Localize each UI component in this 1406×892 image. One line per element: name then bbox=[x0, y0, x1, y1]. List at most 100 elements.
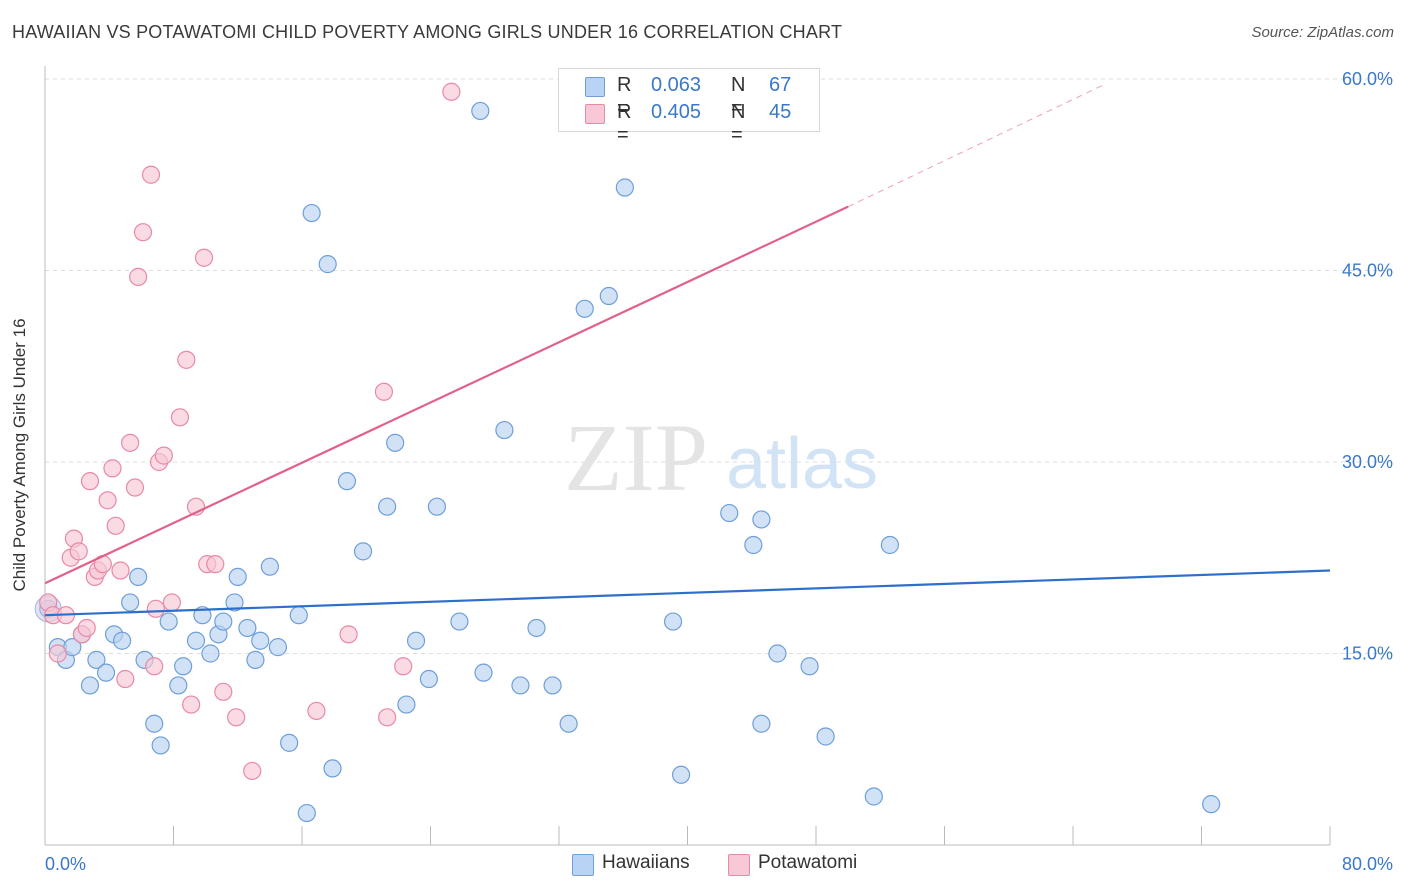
y-tick-label: 30.0% bbox=[1342, 452, 1393, 472]
watermark-zip: ZIP bbox=[564, 404, 708, 511]
potawatomi-legend-swatch bbox=[728, 854, 750, 876]
hawaiians-point bbox=[599, 286, 618, 306]
potawatomi-point bbox=[69, 542, 88, 561]
potawatomi-point bbox=[177, 350, 196, 369]
potawatomi-point bbox=[394, 657, 413, 676]
r-label: R = bbox=[617, 101, 632, 146]
hawaiians-point bbox=[752, 510, 771, 529]
watermark: ZIP atlas bbox=[564, 404, 878, 511]
potawatomi-point bbox=[121, 433, 140, 452]
hawaiians-point bbox=[145, 714, 164, 733]
hawaiians-point bbox=[744, 535, 763, 555]
potawatomi-point bbox=[48, 644, 67, 663]
hawaiians-point bbox=[419, 669, 438, 689]
hawaiians-swatch bbox=[585, 77, 605, 97]
hawaiians-point bbox=[214, 612, 233, 631]
x-tick-label: 80.0% bbox=[1342, 854, 1393, 874]
potawatomi-point bbox=[98, 491, 117, 510]
hawaiians-point bbox=[151, 736, 170, 755]
hawaiians-point bbox=[575, 299, 594, 318]
hawaiians-point bbox=[186, 631, 206, 650]
hawaiians-trend-line bbox=[44, 569, 1331, 617]
hawaiians-point bbox=[752, 714, 771, 733]
n-label: N = bbox=[731, 74, 746, 119]
hawaiians-point bbox=[386, 433, 405, 452]
hawaiians-point bbox=[720, 503, 739, 523]
hawaiians-point bbox=[159, 612, 178, 631]
potawatomi-point bbox=[206, 555, 225, 574]
hawaiians-point bbox=[289, 606, 308, 625]
hawaiians-legend-label: Hawaiians bbox=[602, 852, 690, 873]
hawaiians-point bbox=[1202, 795, 1221, 814]
potawatomi-point bbox=[154, 446, 173, 465]
hawaiians-point bbox=[246, 650, 265, 669]
hawaiians-point bbox=[559, 714, 578, 733]
hawaiians-r-value: 0.063 bbox=[651, 74, 702, 96]
potawatomi-point bbox=[442, 82, 461, 101]
hawaiians-point bbox=[80, 676, 100, 695]
hawaiians-point bbox=[129, 567, 148, 587]
n-label: N = bbox=[731, 101, 746, 146]
potawatomi-point bbox=[194, 248, 214, 267]
potawatomi-point bbox=[145, 657, 164, 676]
hawaiians-point bbox=[671, 765, 691, 784]
hawaiians-point bbox=[169, 676, 188, 695]
hawaiians-point bbox=[337, 472, 357, 491]
potawatomi-swatch bbox=[585, 104, 605, 124]
hawaiians-point bbox=[474, 663, 493, 682]
hawaiians-point bbox=[174, 657, 193, 676]
potawatomi-point bbox=[111, 561, 130, 580]
hawaiians-point bbox=[353, 542, 373, 561]
potawatomi-point bbox=[307, 701, 326, 721]
hawaiians-point bbox=[201, 644, 220, 663]
hawaiians-point bbox=[251, 631, 270, 650]
watermark-atlas: atlas bbox=[726, 424, 878, 504]
hawaiians-point bbox=[543, 676, 562, 695]
potawatomi-point bbox=[170, 408, 190, 427]
hawaiians-point bbox=[768, 644, 787, 663]
potawatomi-legend-label: Potawatomi bbox=[758, 852, 858, 873]
hawaiians-n-value: 67 bbox=[769, 74, 792, 96]
potawatomi-point bbox=[214, 682, 233, 701]
hawaiians-point bbox=[297, 803, 316, 823]
hawaiians-point bbox=[302, 203, 321, 223]
correlation-legend: R = 0.063 N = 67 R = 0.405 N = 45 bbox=[558, 68, 820, 146]
chart-title: HAWAIIAN VS POTAWATOMI CHILD POVERTY AMO… bbox=[12, 22, 843, 42]
y-tick-label: 15.0% bbox=[1342, 644, 1393, 664]
potawatomi-point bbox=[162, 593, 181, 612]
r-label: R = bbox=[617, 74, 632, 119]
hawaiians-point bbox=[225, 593, 244, 612]
potawatomi-point bbox=[133, 223, 153, 242]
hawaiians-point bbox=[427, 497, 447, 516]
potawatomi-point bbox=[227, 708, 246, 727]
hawaiians-point bbox=[511, 676, 530, 695]
potawatomi-point bbox=[125, 478, 145, 497]
tick-labels: 15.0% 30.0% 45.0% 60.0% 0.0% 80.0% bbox=[45, 69, 1393, 874]
y-tick-label: 45.0% bbox=[1342, 261, 1393, 281]
axes bbox=[44, 66, 1331, 846]
potawatomi-point bbox=[146, 599, 165, 618]
hawaiians-point bbox=[864, 787, 883, 806]
potawatomi-trend-line bbox=[44, 205, 849, 585]
hawaiians-point bbox=[816, 727, 835, 746]
potawatomi-point bbox=[182, 695, 201, 714]
potawatomi-point bbox=[106, 516, 125, 535]
hawaiians-point bbox=[495, 420, 514, 440]
hawaiians-point bbox=[406, 631, 426, 650]
hawaiians-point bbox=[663, 612, 683, 631]
hawaiians-point bbox=[471, 101, 490, 121]
hawaiians-point bbox=[450, 612, 469, 631]
hawaiians-point bbox=[880, 535, 899, 555]
hawaiians-point bbox=[318, 255, 337, 274]
potawatomi-point bbox=[77, 618, 96, 638]
source-label: Source: ZipAtlas.com bbox=[1251, 24, 1394, 41]
potawatomi-point bbox=[129, 267, 148, 286]
hawaiians-point bbox=[323, 759, 342, 778]
potawatomi-point bbox=[243, 761, 262, 781]
y-tick-label: 60.0% bbox=[1342, 69, 1393, 89]
hawaiians-legend-swatch bbox=[572, 854, 594, 876]
trend-lines bbox=[44, 83, 1331, 617]
potawatomi-point bbox=[103, 459, 122, 478]
hawaiians-point bbox=[112, 631, 132, 650]
